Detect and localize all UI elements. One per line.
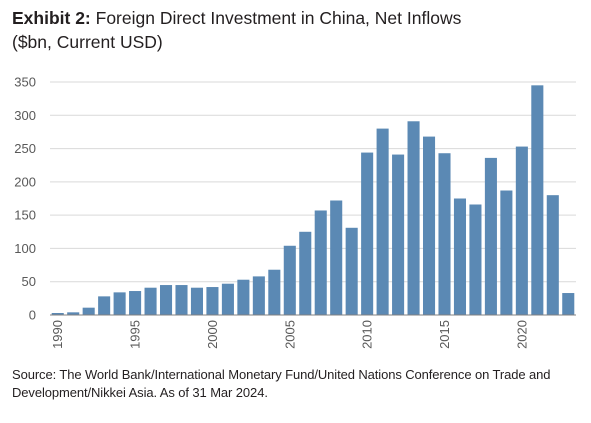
bar xyxy=(407,121,420,315)
y-tick-label: 250 xyxy=(14,141,36,156)
y-tick-label: 100 xyxy=(14,241,36,256)
bar xyxy=(129,291,142,315)
chart-subtitle: ($bn, Current USD) xyxy=(12,32,163,52)
bar xyxy=(51,313,64,315)
chart-title: Foreign Direct Investment in China, Net … xyxy=(90,8,462,28)
bar xyxy=(252,276,265,315)
bar xyxy=(299,231,312,315)
y-tick-label: 200 xyxy=(14,174,36,189)
bar xyxy=(531,85,544,315)
x-axis-tick-labels: 1990 1995 2000 2005 2010 2015 2020 xyxy=(50,320,529,349)
x-tick-label: 2015 xyxy=(437,320,452,349)
bar xyxy=(392,154,405,315)
y-tick-label: 300 xyxy=(14,108,36,123)
x-tick-label: 1990 xyxy=(50,320,65,349)
source-note: Source: The World Bank/International Mon… xyxy=(12,367,551,400)
x-tick-label: 1995 xyxy=(128,320,143,349)
bar xyxy=(345,227,358,315)
y-tick-label: 150 xyxy=(14,208,36,223)
bar xyxy=(67,312,80,315)
bar xyxy=(562,293,575,315)
chart-title-lead: Exhibit 2: xyxy=(12,8,91,28)
bar xyxy=(422,136,436,315)
bar xyxy=(438,153,451,315)
y-axis-tick-labels: 0 50 100 150 200 250 300 350 xyxy=(14,75,36,323)
bar xyxy=(453,198,467,315)
x-tick-label: 2000 xyxy=(205,320,220,349)
y-tick-label: 350 xyxy=(14,75,36,90)
chart-area: 0 50 100 150 200 250 300 350 1990 1995 2000 2005 20… xyxy=(14,75,576,349)
bar xyxy=(500,190,513,315)
bar xyxy=(175,285,188,315)
gridlines xyxy=(50,81,576,283)
bar xyxy=(190,287,204,315)
bar-chart: 0 50 100 150 200 250 300 350 1990 1995 2000 2005 20… xyxy=(14,75,576,349)
bar xyxy=(330,200,343,315)
y-tick-label: 0 xyxy=(29,308,36,323)
bar xyxy=(221,283,234,315)
bar xyxy=(237,279,250,315)
bar xyxy=(268,269,281,315)
bar xyxy=(546,195,559,315)
bars xyxy=(51,85,575,315)
bar xyxy=(159,285,173,315)
bar xyxy=(206,287,219,315)
bar xyxy=(515,146,528,315)
bar xyxy=(113,292,126,315)
bar xyxy=(469,204,482,315)
y-tick-label: 50 xyxy=(22,274,36,289)
chart-title-block: Exhibit 2: Foreign Direct Investment in … xyxy=(12,6,582,54)
bar xyxy=(361,152,374,315)
x-tick-label: 2010 xyxy=(360,320,375,349)
bar xyxy=(283,245,296,315)
x-tick-label: 2005 xyxy=(282,320,297,349)
bar xyxy=(484,157,497,315)
bar xyxy=(144,287,157,315)
bar xyxy=(376,128,389,315)
bar xyxy=(314,210,327,315)
x-tick-label: 2020 xyxy=(514,320,529,349)
bar xyxy=(82,307,95,315)
bar xyxy=(98,296,111,315)
